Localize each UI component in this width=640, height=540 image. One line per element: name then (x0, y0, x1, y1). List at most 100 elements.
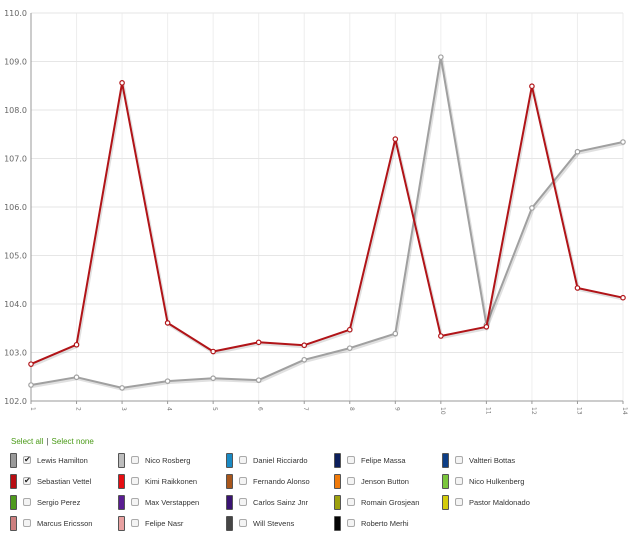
driver-label: Felipe Nasr (145, 518, 184, 528)
lewis-hamilton-point (119, 385, 125, 391)
driver-checkbox[interactable] (239, 456, 247, 464)
driver-toggle-felipe-nasr[interactable]: Felipe Nasr (118, 514, 218, 532)
lewis-hamilton-line (30, 56, 624, 389)
driver-checkbox[interactable] (347, 498, 355, 506)
driver-toggle-roberto-merhi[interactable]: Roberto Merhi (334, 514, 434, 532)
y-tick-label: 109.0 (4, 58, 27, 67)
driver-checkbox[interactable] (23, 456, 31, 464)
driver-color-swatch (334, 452, 341, 468)
driver-checkbox[interactable] (455, 456, 463, 464)
sebastian-vettel-point (73, 341, 80, 348)
lewis-hamilton-point (346, 345, 353, 351)
y-tick-label: 106.0 (4, 203, 27, 212)
driver-checkbox[interactable] (347, 519, 355, 527)
sebastian-vettel-point (392, 136, 399, 142)
sebastian-vettel-point (438, 333, 444, 339)
driver-color-swatch (10, 494, 17, 510)
driver-label: Felipe Massa (361, 455, 406, 465)
x-tick-label: 9 (393, 407, 400, 411)
driver-toggle-pastor-maldonado[interactable]: Pastor Maldonado (442, 493, 542, 511)
driver-label: Nico Rosberg (145, 455, 191, 465)
driver-color-swatch (118, 473, 125, 489)
driver-color-swatch (442, 452, 449, 468)
sebastian-vettel-point (574, 285, 581, 291)
lewis-hamilton-point (255, 377, 262, 383)
x-tick-label: 6 (257, 407, 264, 411)
driver-label: Daniel Ricciardo (253, 455, 308, 465)
selection-controls: Select all | Select none (11, 437, 94, 446)
sebastian-vettel-point (119, 80, 125, 86)
driver-color-swatch (118, 515, 125, 531)
driver-label: Kimi Raikkonen (145, 476, 198, 486)
x-tick-label: 4 (166, 407, 173, 411)
x-tick-label: 8 (348, 407, 355, 411)
driver-toggle-fernando-alonso[interactable]: Fernando Alonso (226, 472, 326, 490)
y-tick-label: 104.0 (4, 300, 27, 309)
driver-checkbox[interactable] (23, 498, 31, 506)
x-tick-label: 2 (75, 407, 82, 411)
driver-checkbox[interactable] (239, 477, 247, 485)
lewis-hamilton-point (28, 382, 34, 388)
driver-label: Roberto Merhi (361, 518, 409, 528)
driver-toggle-carlos-sainz-jnr[interactable]: Carlos Sainz Jnr (226, 493, 326, 511)
driver-label: Romain Grosjean (361, 497, 420, 507)
driver-toggle-marcus-ericsson[interactable]: Marcus Ericsson (10, 514, 110, 532)
driver-label: Marcus Ericsson (37, 518, 93, 528)
driver-color-swatch (10, 473, 17, 489)
sebastian-vettel-line-shadow (31, 84, 625, 367)
x-tick-label: 10 (439, 407, 446, 415)
y-tick-label: 105.0 (4, 252, 27, 261)
driver-toggle-romain-grosjean[interactable]: Romain Grosjean (334, 493, 434, 511)
x-tick-label: 3 (120, 407, 127, 411)
driver-checkbox[interactable] (23, 519, 31, 527)
driver-toggle-nico-rosberg[interactable]: Nico Rosberg (118, 451, 218, 469)
driver-toggle-daniel-ricciardo[interactable]: Daniel Ricciardo (226, 451, 326, 469)
driver-checkbox[interactable] (131, 519, 139, 527)
lewis-hamilton-point (620, 139, 626, 145)
separator: | (46, 437, 49, 446)
driver-checkbox[interactable] (131, 477, 139, 485)
lewis-hamilton-point (210, 375, 216, 382)
driver-color-swatch (334, 473, 341, 489)
driver-label: Valtteri Bottas (469, 455, 516, 465)
lewis-hamilton-point (438, 54, 444, 60)
driver-label: Sergio Perez (37, 497, 81, 507)
driver-checkbox[interactable] (23, 477, 31, 485)
driver-checkbox[interactable] (239, 498, 247, 506)
lewis-hamilton-point (574, 148, 581, 155)
driver-checkbox[interactable] (239, 519, 247, 527)
driver-toggle-nico-hulkenberg[interactable]: Nico Hulkenberg (442, 472, 542, 490)
select-all-link[interactable]: Select all (11, 437, 44, 446)
x-tick-label: 12 (530, 407, 537, 415)
driver-label: Jenson Button (361, 476, 409, 486)
driver-checkbox[interactable] (131, 456, 139, 464)
driver-toggle-jenson-button[interactable]: Jenson Button (334, 472, 434, 490)
lewis-hamilton-point (301, 356, 308, 363)
driver-label: Nico Hulkenberg (469, 476, 525, 486)
sebastian-vettel-point (210, 348, 216, 355)
driver-label: Lewis Hamilton (37, 455, 88, 465)
driver-checkbox[interactable] (455, 498, 463, 506)
driver-toggle-valtteri-bottas[interactable]: Valtteri Bottas (442, 451, 542, 469)
driver-label: Sebastian Vettel (37, 476, 92, 486)
x-tick-label: 11 (484, 407, 491, 415)
driver-checkbox[interactable] (131, 498, 139, 506)
select-none-link[interactable]: Select none (51, 437, 94, 446)
x-tick-label: 1 (29, 407, 36, 411)
driver-label: Carlos Sainz Jnr (253, 497, 309, 507)
driver-toggle-kimi-raikkonen[interactable]: Kimi Raikkonen (118, 472, 218, 490)
driver-toggle-will-stevens[interactable]: Will Stevens (226, 514, 326, 532)
driver-toggle-sergio-perez[interactable]: Sergio Perez (10, 493, 110, 511)
driver-checkbox[interactable] (347, 456, 355, 464)
driver-toggle-sebastian-vettel[interactable]: Sebastian Vettel (10, 472, 110, 490)
lap-time-chart: 102.0 103.0 104.0 105.0 106.0 107.0 108.0 109.0… (4, 9, 628, 415)
driver-toggle-lewis-hamilton[interactable]: Lewis Hamilton (10, 451, 110, 469)
driver-label: Pastor Maldonado (469, 497, 530, 507)
x-tick-label: 7 (302, 407, 309, 411)
driver-checkbox[interactable] (455, 477, 463, 485)
driver-color-swatch (226, 494, 233, 510)
driver-toggle-felipe-massa[interactable]: Felipe Massa (334, 451, 434, 469)
driver-toggle-max-verstappen[interactable]: Max Verstappen (118, 493, 218, 511)
lewis-hamilton-point (73, 374, 80, 381)
driver-checkbox[interactable] (347, 477, 355, 485)
